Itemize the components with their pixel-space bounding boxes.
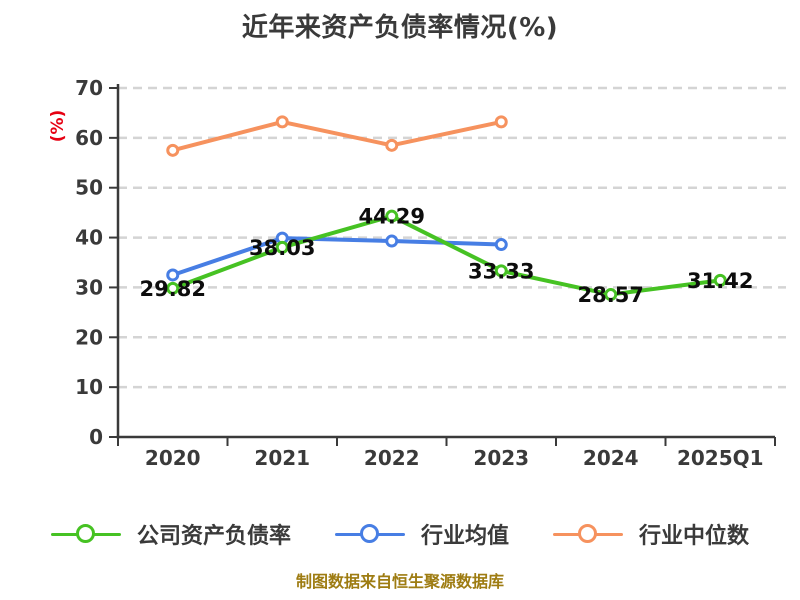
industry-mean-series-marker-icon	[334, 524, 405, 544]
legend-label-company: 公司资产负债率	[136, 524, 291, 549]
legend-item-industry-median[interactable]: 行业中位数	[553, 518, 749, 550]
svg-text:44.29: 44.29	[359, 205, 425, 229]
legend-circle-icon	[75, 524, 95, 543]
svg-text:30: 30	[75, 275, 103, 299]
legend-circle-icon	[578, 524, 597, 543]
svg-text:29.82: 29.82	[140, 277, 206, 301]
industry-median-series-marker-icon	[553, 524, 623, 544]
legend-label-industry-mean: 行业均值	[420, 524, 509, 549]
data-source-note: 制图数据来自恒生聚源数据库	[295, 572, 504, 591]
svg-text:2022: 2022	[364, 446, 420, 470]
svg-text:2020: 2020	[145, 446, 201, 470]
svg-text:2021: 2021	[254, 446, 310, 470]
svg-text:60: 60	[75, 126, 103, 150]
legend-circle-icon	[359, 524, 379, 543]
svg-text:38.03: 38.03	[249, 236, 315, 260]
svg-text:10: 10	[75, 375, 103, 399]
svg-text:31.42: 31.42	[687, 269, 753, 293]
svg-text:2024: 2024	[583, 446, 639, 470]
legend: 公司资产负债率 行业均值 行业中位数	[0, 518, 800, 550]
legend-item-industry-mean[interactable]: 行业均值	[334, 518, 509, 550]
svg-text:40: 40	[75, 226, 103, 250]
svg-text:20: 20	[75, 325, 103, 349]
chart-title: 近年来资产负债率情况(%)	[241, 13, 559, 43]
svg-text:2025Q1: 2025Q1	[677, 446, 764, 470]
svg-text:28.57: 28.57	[578, 283, 644, 307]
legend-label-industry-median: 行业中位数	[639, 524, 750, 549]
svg-text:2023: 2023	[473, 446, 529, 470]
svg-text:0: 0	[89, 425, 103, 449]
svg-text:33.33: 33.33	[468, 259, 534, 283]
svg-text:70: 70	[75, 76, 103, 100]
legend-item-company[interactable]: 公司资产负债率	[50, 518, 291, 550]
svg-text:50: 50	[75, 176, 103, 200]
company-series-marker-icon	[50, 524, 121, 544]
